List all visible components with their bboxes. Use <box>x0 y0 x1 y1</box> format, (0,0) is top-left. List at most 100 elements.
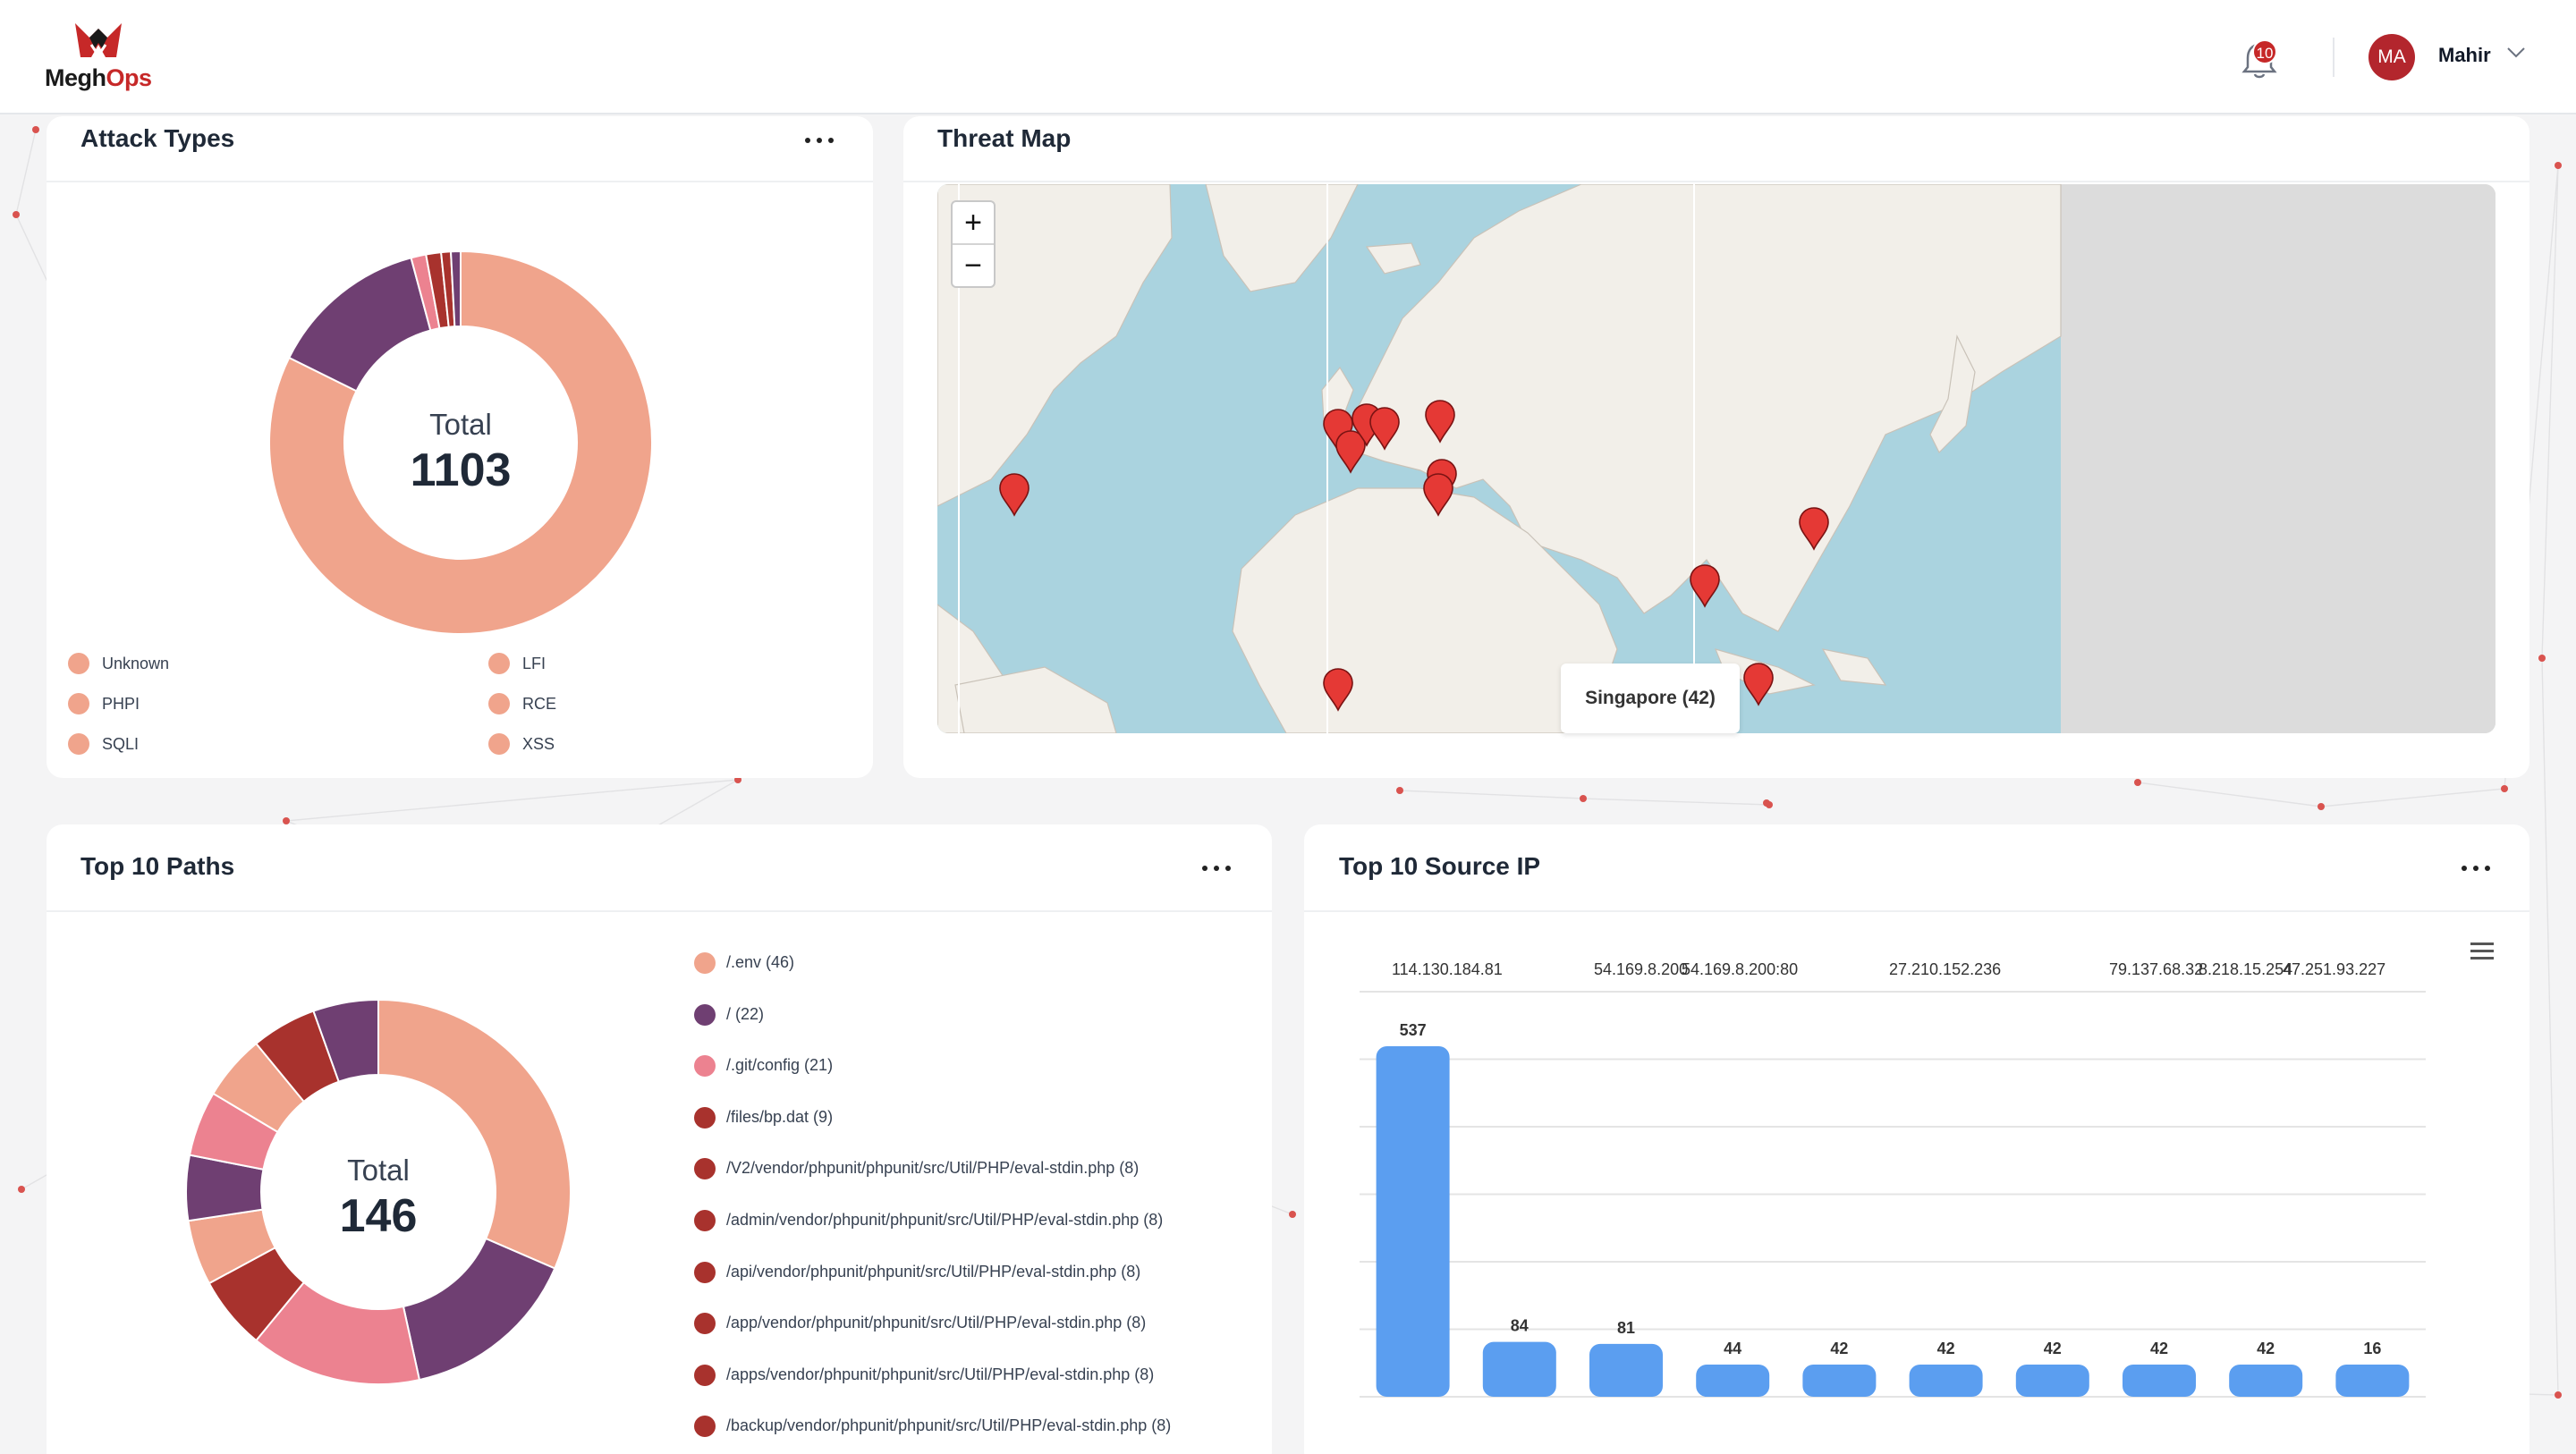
ip-bar[interactable] <box>2123 1365 2196 1397</box>
logo-text: MeghOps <box>45 64 152 92</box>
attack-types-card <box>47 116 873 778</box>
map-marker-icon[interactable] <box>1323 668 1353 712</box>
legend-label: RCE <box>522 695 557 713</box>
top-paths-total-label: Total <box>347 1154 410 1187</box>
map-marker-icon[interactable] <box>999 473 1030 517</box>
world-map <box>937 184 2496 733</box>
ip-bar[interactable] <box>1376 1046 1450 1397</box>
ip-bar-value: 42 <box>2044 1340 2062 1357</box>
map-marker-icon[interactable] <box>1425 400 1455 444</box>
user-name[interactable]: Mahir <box>2438 44 2491 66</box>
ip-bar-value: 42 <box>2150 1340 2168 1357</box>
network-node <box>283 817 290 824</box>
top-paths-total-value: 146 <box>339 1190 418 1242</box>
network-node <box>2318 803 2325 810</box>
network-link <box>2137 782 2322 807</box>
ip-bar-value: 42 <box>1937 1340 1955 1357</box>
ip-bar-value: 42 <box>1830 1340 1848 1357</box>
ip-category-label: 54.169.8.200 <box>1594 960 1688 978</box>
legend-swatch <box>694 1364 716 1386</box>
legend-label: /api/vendor/phpunit/phpunit/src/Util/PHP… <box>726 1262 1141 1281</box>
threat-map[interactable] <box>937 184 2496 733</box>
top-paths-total: Total 146 <box>289 1154 468 1243</box>
legend-label: /files/bp.dat (9) <box>726 1107 834 1126</box>
network-node <box>1289 1211 1296 1218</box>
top-paths-menu-icon[interactable] <box>1199 855 1234 882</box>
user-avatar[interactable]: MA <box>2368 34 2415 80</box>
legend-label: /.env (46) <box>726 953 795 971</box>
network-link <box>1399 790 1584 799</box>
attack-type-slice[interactable] <box>449 249 462 328</box>
network-node <box>18 1186 25 1193</box>
legend-label: / (22) <box>726 1004 765 1023</box>
network-node <box>2538 655 2546 662</box>
network-link <box>2541 165 2559 659</box>
legend-swatch <box>68 733 89 755</box>
map-marker-icon[interactable] <box>1369 407 1400 451</box>
path-slice[interactable] <box>312 998 379 1083</box>
legend-swatch <box>488 653 510 674</box>
ip-bar-value: 44 <box>1724 1340 1741 1357</box>
ip-bar[interactable] <box>2335 1365 2410 1397</box>
chart-export-menu-icon[interactable] <box>2470 943 2494 960</box>
path-slice[interactable] <box>377 998 572 1270</box>
network-node <box>1763 799 1770 807</box>
network-node <box>2134 779 2141 786</box>
legend-swatch <box>488 733 510 755</box>
map-marker-icon[interactable] <box>1799 507 1829 551</box>
ip-bar[interactable] <box>1909 1365 1983 1397</box>
zoom-out-button[interactable]: − <box>964 249 982 283</box>
network-link <box>1582 798 1770 806</box>
attack-types-title: Attack Types <box>80 124 235 152</box>
top-paths-title: Top 10 Paths <box>80 852 235 880</box>
ip-category-label: 114.130.184.81 <box>1392 960 1503 978</box>
card-header <box>903 116 2529 182</box>
legend-label: Unknown <box>102 655 170 672</box>
ip-bar[interactable] <box>1696 1365 1770 1397</box>
attack-type-slice[interactable] <box>268 249 653 635</box>
notification-count-badge: 10 <box>2252 39 2277 64</box>
threat-map-title: Threat Map <box>937 124 1072 152</box>
chevron-down-icon[interactable] <box>2506 46 2526 59</box>
legend-label: /app/vendor/phpunit/phpunit/src/Util/PHP… <box>726 1314 1147 1332</box>
legend-swatch <box>68 653 89 674</box>
map-marker-icon[interactable] <box>1690 564 1720 608</box>
legend-swatch <box>68 693 89 714</box>
map-zoom-control: + − <box>951 200 996 288</box>
card-header <box>47 116 873 182</box>
ip-bar[interactable] <box>2229 1365 2303 1397</box>
top-source-ip-menu-icon[interactable] <box>2458 855 2494 882</box>
ip-bar[interactable] <box>1802 1365 1877 1397</box>
network-node <box>1396 787 1403 794</box>
ip-bar-value: 16 <box>2363 1340 2381 1357</box>
attack-types-total-label: Total <box>429 408 492 441</box>
path-slice[interactable] <box>402 1237 556 1382</box>
logo-text-megh: Megh <box>45 64 106 91</box>
top-bar: MeghOps 10 MA Mahir <box>0 0 2576 114</box>
network-link <box>2320 788 2505 807</box>
card-header <box>47 824 1272 912</box>
attack-types-menu-icon[interactable] <box>801 127 837 154</box>
header-divider <box>2333 38 2334 77</box>
map-marker-icon[interactable] <box>1335 430 1366 474</box>
ip-bar[interactable] <box>1589 1343 1663 1397</box>
legend-label: /admin/vendor/phpunit/phpunit/src/Util/P… <box>726 1211 1164 1229</box>
ip-category-label: 8.218.15.254 <box>2199 960 2292 978</box>
network-node <box>32 126 39 133</box>
zoom-in-button[interactable]: + <box>953 202 994 245</box>
map-marker-icon[interactable] <box>1423 473 1453 517</box>
legend-label: /.git/config (21) <box>726 1056 834 1075</box>
ip-bar-value: 81 <box>1617 1319 1635 1337</box>
attack-types-total: Total 1103 <box>371 408 550 497</box>
legend-swatch <box>694 1003 716 1026</box>
ip-category-label: 54.169.8.200:80 <box>1682 960 1798 978</box>
meghops-logo[interactable]: MeghOps <box>45 21 161 93</box>
legend-swatch <box>694 1313 716 1335</box>
ip-bar[interactable] <box>2015 1365 2089 1397</box>
network-link <box>285 779 739 822</box>
legend-label: /V2/vendor/phpunit/phpunit/src/Util/PHP/… <box>726 1159 1140 1178</box>
map-marker-icon[interactable] <box>1743 663 1774 706</box>
ip-bar[interactable] <box>1482 1341 1556 1397</box>
map-tooltip: Singapore (42) <box>1561 664 1740 733</box>
legend-label: XSS <box>522 735 555 753</box>
